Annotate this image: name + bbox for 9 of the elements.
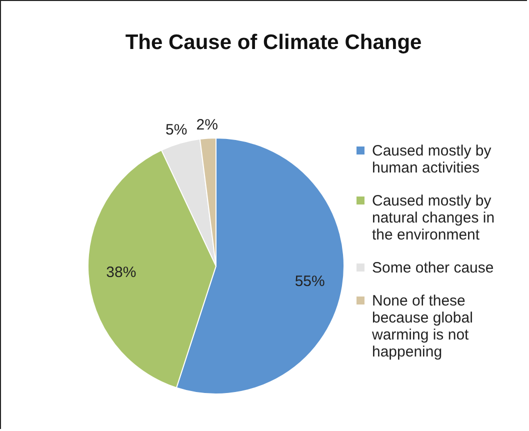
legend-label: Caused mostly by human activities bbox=[372, 142, 492, 176]
data-label: 55% bbox=[294, 272, 325, 290]
data-label: 38% bbox=[106, 264, 136, 281]
data-label: 5% bbox=[166, 122, 188, 139]
chart-title: The Cause of Climate Change bbox=[125, 31, 422, 54]
data-label: 2% bbox=[196, 116, 218, 134]
legend-label: Some other cause bbox=[372, 260, 494, 276]
legend-label: None of these because global warming is not happening bbox=[371, 292, 473, 360]
legend-label: Caused mostly by natural changes in the environment bbox=[372, 192, 495, 244]
